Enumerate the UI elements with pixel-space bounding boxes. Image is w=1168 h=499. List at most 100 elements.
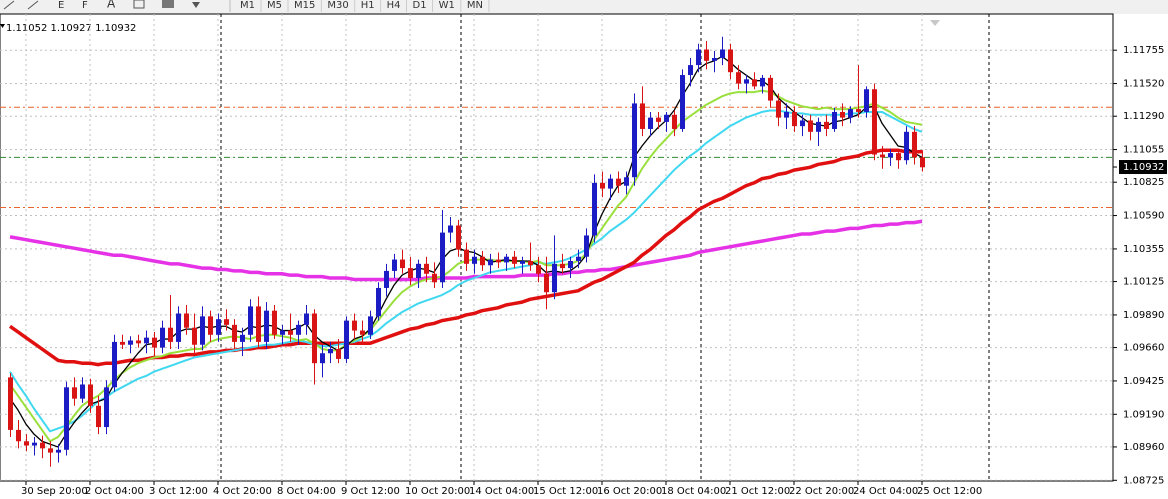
y-tick-label: 1.08960 [1123, 442, 1164, 453]
plot-area [0, 13, 1114, 482]
candle-body [632, 103, 637, 178]
candle-body [536, 265, 541, 274]
toolbar [0, 0, 1168, 14]
candle-body [160, 327, 165, 348]
moving-average-line [8, 148, 922, 367]
moving-average-line [9, 109, 923, 433]
tool-fibo[interactable]: E [58, 0, 64, 11]
y-tick-label: 1.10355 [1123, 244, 1164, 255]
candle-body [720, 49, 725, 59]
candle-body [96, 405, 101, 428]
candle-body [480, 256, 485, 266]
candle-body [808, 120, 813, 132]
timeframe-button[interactable]: M1 [240, 0, 255, 11]
candle-body [592, 182, 597, 236]
timeframe-button[interactable]: D1 [413, 0, 427, 11]
candle-body [728, 49, 733, 73]
tool-trend[interactable] [27, 0, 39, 10]
tool-label[interactable] [133, 0, 145, 9]
toolbar-items: E F A M1 M5 M15 M30 H1 H4 D1 W1 MN [3, 0, 490, 12]
tool-text[interactable]: A [107, 0, 116, 11]
candle-body [200, 316, 205, 345]
candle-body [568, 260, 573, 269]
current-price-box [1119, 160, 1167, 175]
y-tick-label: 1.09425 [1123, 376, 1164, 387]
candle-body [408, 268, 413, 279]
y-tick-label: 1.11290 [1123, 111, 1164, 122]
candle-body [520, 260, 525, 264]
candle-body [872, 89, 877, 155]
y-tick-label: 1.08725 [1123, 475, 1164, 486]
x-tick-label: 10 Oct 20:00 [405, 486, 470, 497]
tool-line[interactable] [3, 0, 15, 10]
candle-body [704, 49, 709, 61]
x-tick-label: 30 Sep 20:00 [21, 486, 88, 497]
timeframe-button[interactable]: H1 [361, 0, 375, 11]
candle-body [896, 153, 901, 161]
tool-arrows[interactable] [192, 2, 200, 8]
candle-body [600, 182, 605, 189]
candle-body [384, 270, 389, 288]
tool-shape[interactable] [162, 0, 174, 8]
timeframe-button[interactable]: M5 [267, 0, 282, 11]
candle-body [256, 306, 261, 342]
candle-body [32, 442, 37, 446]
candle-body [456, 225, 461, 250]
timeframe-button[interactable]: M15 [294, 0, 315, 11]
candle-body [608, 178, 613, 189]
candle-body [792, 111, 797, 127]
candle-body [864, 89, 869, 112]
candle-body [80, 384, 85, 399]
y-tick-label: 1.09660 [1123, 343, 1164, 354]
candle-body [328, 348, 333, 354]
candle-body [64, 387, 69, 450]
candle-body [272, 310, 277, 335]
candle-body [320, 353, 325, 364]
candle-body [376, 287, 381, 317]
candle-body [40, 442, 45, 449]
candle-body [392, 259, 397, 271]
candle-body [176, 313, 181, 342]
y-tick-label: 1.11055 [1123, 145, 1164, 156]
candle-body [784, 111, 789, 118]
candle-body [344, 320, 349, 359]
candle-body [416, 263, 421, 279]
timeframe-button[interactable]: MN [467, 0, 483, 11]
candle-body [528, 260, 533, 266]
candle-body [424, 263, 429, 274]
candle-body [216, 319, 221, 335]
y-tick-label: 1.10590 [1123, 211, 1164, 222]
candle-body [104, 387, 109, 428]
candle-body [312, 313, 317, 364]
candle-body [688, 65, 693, 76]
x-tick-label: 15 Oct 12:00 [533, 486, 598, 497]
candle-body [56, 449, 61, 453]
candle-body [128, 340, 133, 345]
candle-body [616, 178, 621, 186]
candle-body [264, 310, 269, 342]
candle-body [912, 131, 917, 158]
candle-body [296, 324, 301, 335]
candle-body [240, 334, 245, 342]
candle-body [352, 320, 357, 331]
candle-body [8, 377, 13, 430]
x-tick-label: 18 Oct 04:00 [661, 486, 726, 497]
y-tick-label: 1.11520 [1123, 79, 1164, 90]
y-tick-label: 1.09890 [1123, 310, 1164, 321]
y-tick-label: 1.11755 [1123, 45, 1164, 56]
candle-body [504, 256, 509, 263]
timeframe-button[interactable]: W1 [439, 0, 455, 11]
candle-body [432, 273, 437, 283]
candle-body [360, 330, 365, 335]
candle-body [48, 448, 53, 453]
timeframe-button[interactable]: H4 [387, 0, 401, 11]
timeframe-button[interactable]: M30 [327, 0, 348, 11]
tool-fibo2[interactable]: F [82, 0, 88, 11]
candle-body [848, 109, 853, 118]
candle-body [560, 263, 565, 269]
candle-body [672, 114, 677, 129]
x-tick-label: 16 Oct 20:00 [597, 486, 662, 497]
symbol-menu[interactable] [0, 24, 5, 28]
